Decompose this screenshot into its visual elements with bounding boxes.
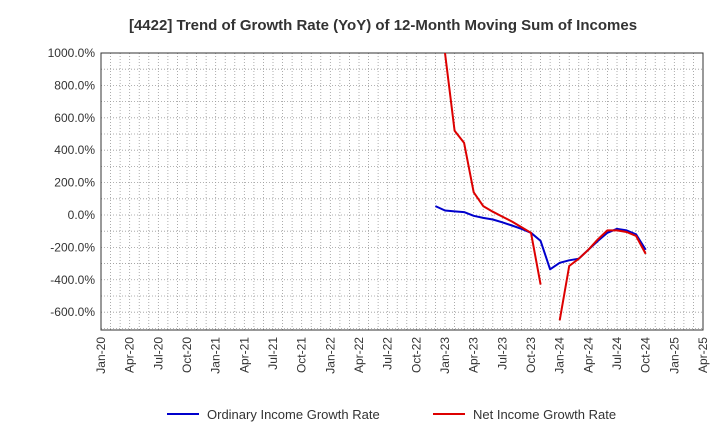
y-tick-label: 0.0% — [68, 208, 96, 222]
x-tick-label: Oct-22 — [409, 337, 423, 373]
x-tick-label: Oct-20 — [180, 337, 194, 373]
x-tick-label: Jan-25 — [667, 337, 681, 374]
series-group — [434, 53, 647, 321]
y-tick-label: 600.0% — [54, 111, 95, 125]
y-axis: 1000.0% 800.0% 600.0% 400.0% 200.0% 0.0% -200.… — [48, 46, 96, 319]
x-axis: Jan-20 Apr-20 Jul-20 Oct-20 Jan-21 Apr-21 Jul-… — [94, 337, 710, 374]
x-tick-label: Jul-21 — [266, 337, 280, 370]
x-tick-label: Apr-24 — [581, 337, 595, 373]
x-tick-label: Oct-24 — [639, 337, 653, 373]
y-tick-label: -400.0% — [50, 273, 95, 287]
x-tick-label: Apr-21 — [237, 337, 251, 373]
x-tick-label: Jan-20 — [94, 337, 108, 374]
x-tick-label: Jul-23 — [495, 337, 509, 370]
x-tick-label: Apr-20 — [123, 337, 137, 373]
series-line-net-income — [558, 229, 647, 321]
x-tick-label: Jan-22 — [323, 337, 337, 374]
x-tick-label: Apr-22 — [352, 337, 366, 373]
x-tick-label: Apr-23 — [467, 337, 481, 373]
y-tick-label: 1000.0% — [48, 46, 96, 60]
y-tick-label: -200.0% — [50, 240, 95, 254]
y-tick-label: 200.0% — [54, 176, 95, 190]
x-tick-label: Oct-23 — [524, 337, 538, 373]
x-tick-label: Apr-25 — [696, 337, 710, 373]
chart-title: [4422] Trend of Growth Rate (YoY) of 12-… — [129, 17, 637, 34]
legend-label-net: Net Income Growth Rate — [473, 407, 616, 422]
x-tick-label: Jan-21 — [209, 337, 223, 374]
plot-frame — [100, 52, 704, 331]
legend-label-ordinary: Ordinary Income Growth Rate — [207, 407, 380, 422]
grid — [100, 52, 704, 330]
y-tick-label: -600.0% — [50, 305, 95, 319]
x-tick-label: Oct-21 — [295, 337, 309, 373]
y-tick-label: 800.0% — [54, 78, 95, 92]
series-line-ordinary-income — [434, 205, 647, 271]
legend: Ordinary Income Growth Rate Net Income G… — [167, 407, 616, 422]
x-tick-label: Jul-20 — [151, 337, 165, 370]
x-tick-label: Jan-24 — [553, 337, 567, 374]
x-tick-label: Jul-22 — [381, 337, 395, 370]
series-line-net-income — [444, 53, 542, 285]
x-tick-label: Jul-24 — [610, 337, 624, 370]
y-tick-label: 400.0% — [54, 143, 95, 157]
x-tick-label: Jan-23 — [438, 337, 452, 374]
